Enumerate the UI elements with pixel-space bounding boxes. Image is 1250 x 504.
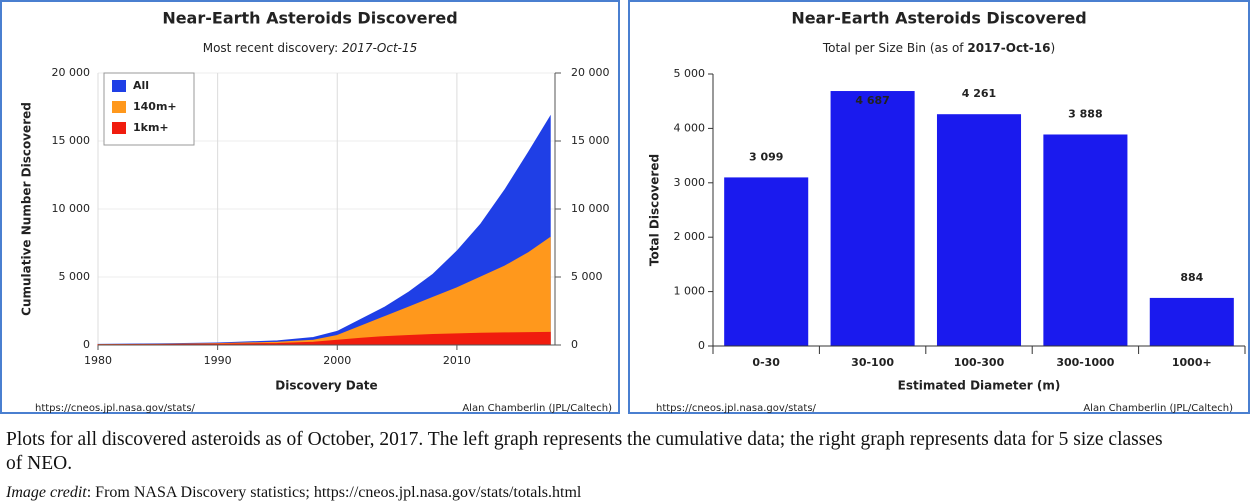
panel-frame: [628, 0, 1250, 414]
y-tick-label: 2 000: [674, 230, 706, 243]
y-tick-label: 15 000: [52, 134, 91, 147]
y2-tick-label: 15 000: [571, 134, 610, 147]
y2-tick-label: 5 000: [571, 270, 603, 283]
x-tick-label: 30-100: [851, 356, 894, 369]
bar: [724, 177, 809, 346]
source-link: https://cneos.jpl.nasa.gov/stats/: [656, 403, 817, 414]
x-axis-title: Discovery Date: [275, 379, 377, 393]
value-label: 4 261: [962, 87, 996, 100]
caption: Plots for all discovered asteroids as of…: [6, 429, 1163, 474]
legend-swatch: [112, 80, 126, 92]
subtitle-date: 2017-Oct-16: [967, 41, 1050, 55]
legend-swatch: [112, 101, 126, 113]
y-tick-label: 10 000: [52, 202, 91, 215]
y-tick-label: 1 000: [674, 285, 706, 298]
subtitle-text: Total per Size Bin (as of: [822, 41, 964, 55]
bar: [830, 91, 915, 347]
legend-label: 1km+: [133, 121, 169, 134]
value-label: 884: [1180, 271, 1203, 284]
value-label: 3 888: [1068, 107, 1102, 120]
x-tick-label: 0-30: [752, 356, 780, 369]
x-tick-label: 2000: [323, 354, 351, 367]
chart-title: Near-Earth Asteroids Discovered: [162, 9, 457, 28]
x-axis-title: Estimated Diameter (m): [898, 379, 1061, 393]
subtitle-text: Most recent discovery:: [203, 41, 338, 55]
legend-label: 140m+: [133, 100, 177, 113]
bar: [936, 114, 1022, 346]
x-tick-label: 1000+: [1172, 356, 1212, 369]
y-tick-label: 5 000: [674, 67, 706, 80]
legend-swatch: [112, 122, 126, 134]
area-series: [97, 331, 551, 346]
credit: Alan Chamberlin (JPL/Caltech): [462, 403, 612, 414]
y-axis-title: Cumulative Number Discovered: [20, 102, 34, 316]
subtitle: Total per Size Bin (as of 2017-Oct-16): [822, 41, 1055, 55]
credit-text: : From NASA Discovery statistics; https:…: [86, 484, 582, 501]
x-tick-label: 1990: [204, 354, 232, 367]
source-link: https://cneos.jpl.nasa.gov/stats/: [35, 403, 196, 414]
legend-label: All: [133, 79, 149, 92]
bar: [1043, 134, 1128, 346]
y-tick-label: 4 000: [674, 121, 706, 134]
subtitle: Most recent discovery: 2017-Oct-15: [203, 41, 418, 55]
x-tick-label: 2010: [443, 354, 471, 367]
value-label: 4 687: [855, 94, 889, 107]
credit: Alan Chamberlin (JPL/Caltech): [1083, 403, 1233, 414]
subtitle-date: 2017-Oct-15: [342, 41, 417, 55]
credit-label: Image credit: [6, 484, 87, 501]
chart-title: Near-Earth Asteroids Discovered: [791, 9, 1086, 28]
image-credit: Image credit: From NASA Discovery statis…: [6, 484, 581, 502]
y-tick-label: 0: [83, 338, 90, 351]
bar: [1149, 297, 1234, 346]
x-tick-label: 100-300: [954, 356, 1005, 369]
charts: Near-Earth Asteroids Discovered Most rece…: [0, 0, 1250, 414]
y-tick-label: 0: [698, 339, 705, 352]
y2-tick-label: 0: [571, 338, 578, 351]
subtitle-end: ): [1050, 41, 1055, 55]
x-tick-label: 1980: [84, 354, 112, 367]
y2-tick-label: 20 000: [571, 66, 610, 79]
area-series: [97, 114, 551, 346]
y-tick-label: 5 000: [59, 270, 91, 283]
y-tick-label: 3 000: [674, 176, 706, 189]
y-axis-title: Total Discovered: [648, 154, 662, 266]
value-label: 3 099: [749, 150, 783, 163]
x-tick-label: 300-1000: [1056, 356, 1114, 369]
panel-frame: [0, 0, 620, 414]
y2-tick-label: 10 000: [571, 202, 610, 215]
y-tick-label: 20 000: [52, 66, 91, 79]
